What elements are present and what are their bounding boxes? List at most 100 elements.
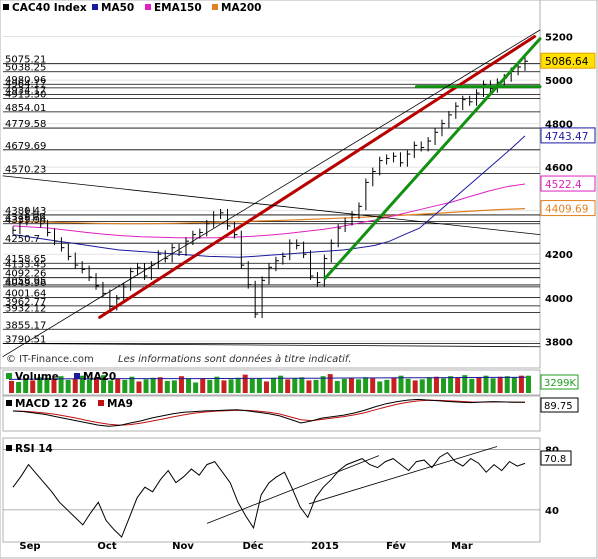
level-label: 3932.12 [5, 304, 46, 315]
legend-swatch-macd [6, 400, 12, 406]
rsi-last-tag: 70.8 [540, 450, 572, 466]
volume-bar [299, 377, 305, 393]
volume-bar [37, 377, 43, 393]
level-label: 4980.96 [5, 75, 46, 86]
volume-bar [433, 376, 439, 393]
volume-last-tag: 3299K [540, 374, 579, 390]
volume-legend: Volume MA20 [6, 371, 116, 383]
y-tick-label: 5200 [545, 33, 573, 44]
volume-bar [306, 380, 312, 393]
level-label: 4380.43 [5, 206, 46, 217]
level-label: 4001.64 [5, 288, 46, 299]
level-label: 4250.7 [5, 234, 40, 245]
level-label: 4349.74 [5, 213, 46, 224]
volume-bar [419, 379, 425, 393]
volume-bar [271, 377, 277, 393]
macd-legend: MACD 12 26 MA9 [6, 398, 133, 410]
volume-bar [263, 381, 269, 393]
rsi-support [206, 455, 380, 524]
volume-bar [483, 375, 489, 393]
level-label: 4058.95 [5, 276, 46, 287]
level-labels: 5075.215038.254980.964964.174934.174915.… [5, 55, 46, 346]
volume-bar [398, 375, 404, 393]
rsi-support-2 [308, 446, 498, 505]
volume-bar [448, 376, 454, 393]
last-value-box [540, 52, 596, 69]
volume-bar [334, 380, 340, 393]
volume-bar [235, 377, 241, 393]
volume-bar [157, 377, 163, 393]
volume-bar [16, 381, 22, 393]
volume-bar [363, 377, 369, 393]
x-tick-label: Mar [451, 541, 473, 552]
volume-bar [256, 378, 262, 393]
volume-bar [86, 379, 92, 393]
macd-last-tag: 89.75 [540, 397, 579, 413]
footer-note: Les informations sont données à titre in… [118, 353, 351, 365]
legend-ema150: EMA150 [154, 2, 202, 14]
volume-bar [9, 380, 14, 393]
volume-bar [214, 376, 220, 393]
legend-swatch-ma20 [74, 373, 80, 379]
main-grid [3, 36, 540, 342]
volume-bar [292, 378, 298, 393]
legend-swatch-ema150 [145, 4, 151, 10]
legend-swatch-ma9 [98, 400, 104, 406]
last-value-label: 5086.64 [545, 56, 589, 68]
macd-line [12, 398, 525, 427]
volume-bar [249, 378, 255, 393]
legend-swatch-rsi [6, 445, 12, 451]
volume-bar [65, 379, 71, 393]
level-label: 3855.17 [5, 320, 46, 331]
volume-bar [285, 379, 291, 393]
black-flat [2, 343, 541, 348]
black-down [2, 175, 541, 236]
volume-bar [200, 378, 206, 393]
level-label: 4679.69 [5, 141, 46, 152]
level-label: 4133.45 [5, 260, 46, 271]
last-value-box [540, 127, 596, 144]
last-value-box [540, 200, 596, 217]
y-tick-label: 4000 [545, 294, 573, 305]
ma50-line [12, 135, 526, 258]
level-label: 4964.17 [5, 79, 46, 90]
x-tick-label: Fév [386, 540, 406, 552]
volume-bar [462, 375, 468, 393]
x-axis: Sep Oct Nov Déc 2015 Fév Mar [19, 540, 472, 552]
volume-last-value: 3299K [544, 378, 576, 389]
red-support [98, 35, 537, 319]
volume-bar [221, 380, 227, 393]
main-legend: CAC40 Index MA50 EMA150 MA200 [3, 2, 262, 14]
volume-bar [228, 379, 234, 393]
volume-bar [207, 379, 213, 393]
rsi-last-value: 70.8 [544, 454, 566, 465]
rsi-line [12, 451, 526, 538]
volume-bar [391, 377, 397, 393]
volume-bar [313, 379, 319, 393]
volume-bar [497, 376, 503, 393]
volume-bar [278, 375, 284, 393]
macd-last-value: 89.75 [544, 401, 573, 412]
volume-bar [526, 375, 531, 393]
footer-brand: © IT-Finance.com [6, 354, 94, 365]
level-label: 4158.65 [5, 254, 46, 265]
level-label: 3790.51 [5, 334, 46, 345]
legend-rsi: RSI 14 [15, 443, 53, 455]
volume-bar [72, 378, 78, 393]
x-tick-label: Sep [19, 541, 40, 552]
legend-ma9: MA9 [107, 398, 133, 410]
macd-last-box [540, 397, 579, 413]
volume-bar [405, 378, 411, 393]
moving-averages [12, 135, 526, 258]
volume-bar [341, 378, 347, 393]
volume-bar [370, 378, 376, 393]
volume-bar [143, 379, 149, 393]
volume-bar [426, 377, 432, 393]
legend-swatch-ma50 [92, 4, 98, 10]
volume-bar [193, 382, 199, 393]
volume-bar [455, 377, 461, 393]
volume-ma20-line [8, 376, 527, 380]
y-tick-label: 4800 [545, 120, 573, 131]
